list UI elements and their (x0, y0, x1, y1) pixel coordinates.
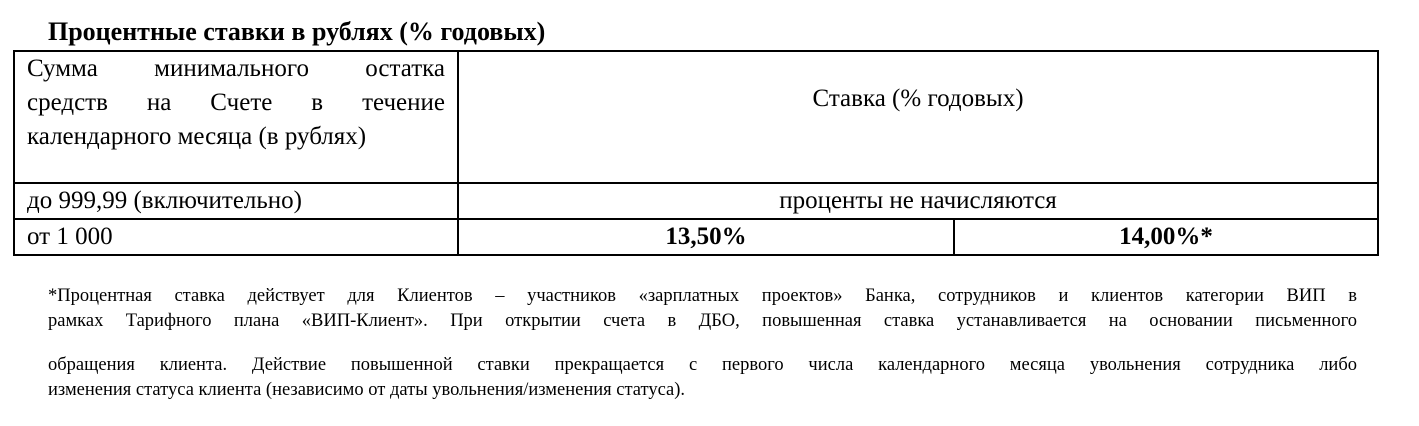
rate-cell: 14,00%* (953, 218, 1379, 256)
footnote-line: изменения статуса клиента (независимо от… (48, 380, 686, 400)
footnote-line: рамках Тарифного плана «ВИП-Клиент». При… (48, 311, 1357, 331)
rates-table: Сумма минимального остатка средств на Сч… (13, 50, 1379, 256)
footnote-line: обращения клиента. Действие повышенной с… (48, 355, 1357, 375)
header-amount-line: средств на Счете в течение (27, 89, 445, 116)
table-row: от 1 000 13,50% 14,00%* (13, 218, 1379, 256)
amount-cell: от 1 000 (13, 218, 459, 256)
amount-cell: до 999,99 (включительно) (13, 182, 459, 220)
header-amount-line: Сумма минимального остатка (27, 55, 445, 82)
table-header-row: Сумма минимального остатка средств на Сч… (13, 50, 1379, 184)
footnote-line: *Процентная ставка действует для Клиенто… (48, 286, 1357, 306)
header-amount-line: календарного месяца (в рублях) (27, 123, 367, 150)
footnote-continued: обращения клиента. Действие повышенной с… (48, 353, 1357, 403)
header-rate: Ставка (% годовых) (457, 50, 1379, 184)
rate-cell: 13,50% (457, 218, 955, 256)
rate-cell: проценты не начисляются (457, 182, 1379, 220)
footnote: *Процентная ставка действует для Клиенто… (48, 284, 1357, 334)
header-amount: Сумма минимального остатка средств на Сч… (13, 50, 459, 184)
table-row: до 999,99 (включительно) проценты не нач… (13, 182, 1379, 220)
section-title: Процентные ставки в рублях (% годовых) (48, 17, 546, 46)
